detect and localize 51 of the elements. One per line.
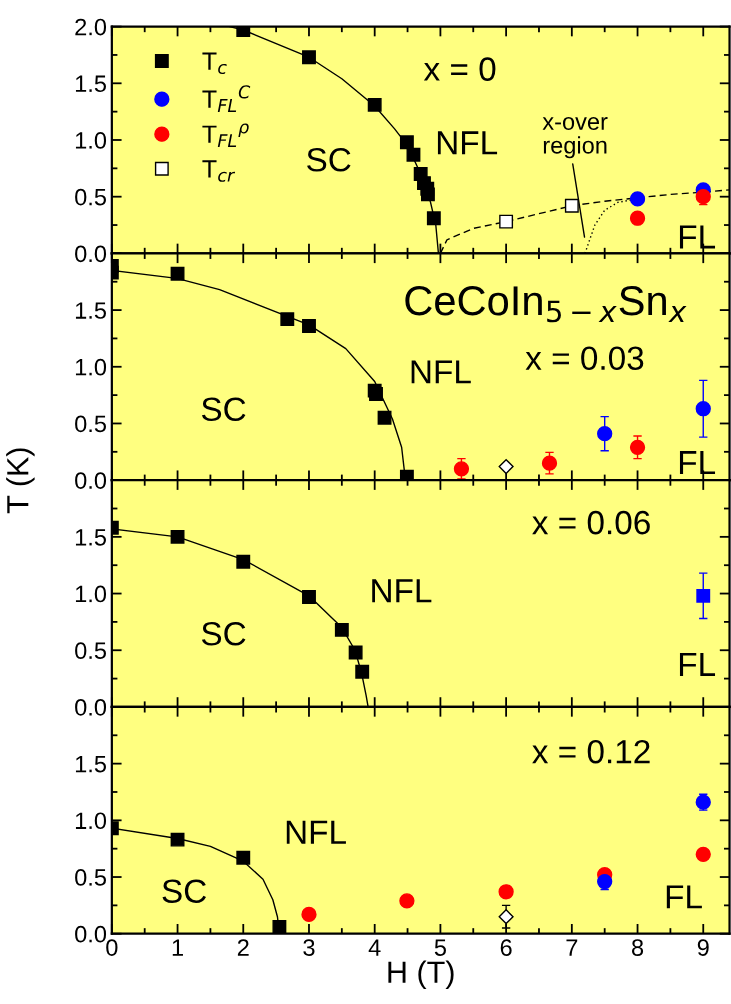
x-tick-label: 8 (632, 939, 644, 956)
annotation: SC (201, 621, 246, 646)
annotation: SC (201, 397, 246, 422)
legend-label: T$_{FL}$$^{C}$ (202, 85, 251, 112)
y-tick-label: 0.5 (75, 642, 106, 660)
annotation: FL (666, 885, 702, 909)
y-tick-label: 0.0 (75, 472, 107, 489)
y-axis-title: T (K) (6, 448, 35, 514)
y-tick-label: 0.5 (75, 869, 106, 886)
x-tick-label: 5 (434, 939, 446, 956)
x-tick-label: 9 (697, 939, 709, 956)
x-tick-label: 3 (303, 939, 315, 956)
y-tick-label: 2.0 (75, 18, 107, 36)
annotation: SC (307, 148, 351, 172)
y-tick-label: 0.5 (75, 188, 106, 206)
x-tick-label: 2 (237, 939, 249, 956)
annotation: NFL (372, 579, 432, 603)
x-tick-label: 1 (172, 939, 183, 956)
x-tick-label: 0 (106, 939, 118, 956)
annotation: x = 0 (423, 57, 496, 81)
x-axis-title: H (T) (388, 960, 454, 990)
y-tick-label: 1.0 (75, 585, 107, 603)
y-tick-label: 0.0 (75, 245, 107, 263)
annotation: FL (679, 451, 716, 475)
x-tick-label: 7 (566, 939, 578, 956)
annotation: CeCoIn$_{5−x}$Sn$_{x}$ (405, 286, 687, 323)
annotation: x = 0.03 (525, 346, 644, 371)
x-tick-label: 6 (500, 939, 512, 956)
annotation: FL (679, 652, 716, 676)
annotation: NFL (286, 820, 346, 844)
annotation: NFL (437, 131, 498, 155)
y-tick-label: 0.0 (75, 699, 107, 716)
annotation: SC (162, 879, 207, 903)
legend-label: T$_{FL}$$^{ρ}$ (202, 123, 249, 147)
y-tick-label: 0.0 (75, 925, 107, 943)
annotation: NFL (411, 360, 471, 384)
legend-label: T$_{cr}$ (202, 160, 236, 182)
y-tick-label: 1.0 (75, 812, 107, 830)
legend-label: T$_{c}$ (202, 52, 227, 75)
annotation: FL (679, 225, 716, 249)
y-tick-label: 1.0 (75, 132, 107, 149)
annotation: x = 0.12 (532, 739, 650, 764)
y-tick-label: 1.5 (75, 75, 106, 93)
annotation: x-over region (542, 117, 608, 159)
y-tick-label: 1.5 (75, 755, 106, 773)
y-tick-label: 1.5 (75, 529, 106, 546)
annotation: x = 0.06 (532, 510, 650, 535)
y-tick-label: 0.5 (75, 415, 106, 433)
x-tick-label: 4 (368, 939, 381, 956)
y-tick-label: 1.0 (75, 358, 107, 376)
y-tick-label: 1.5 (75, 302, 106, 319)
